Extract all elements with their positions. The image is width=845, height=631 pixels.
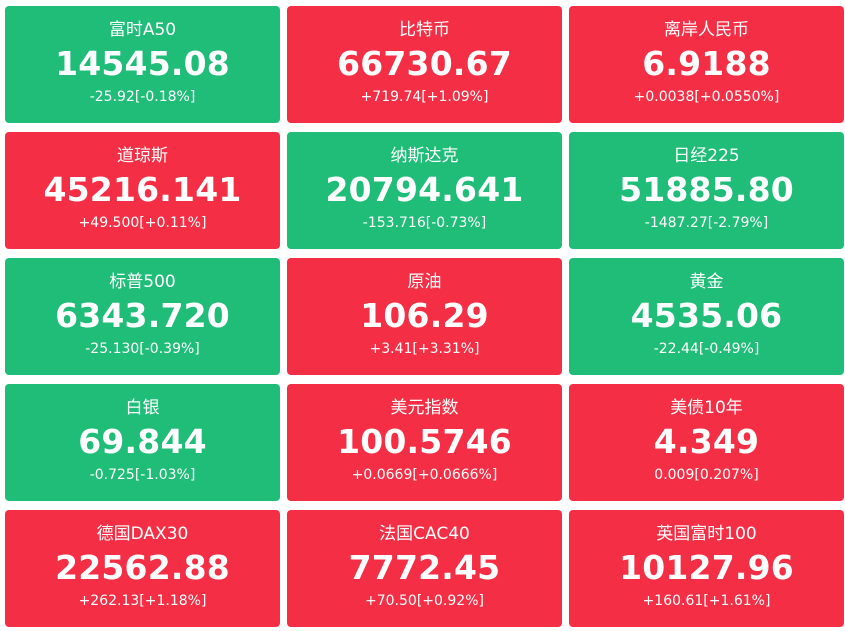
quote-card[interactable]: 离岸人民币 6.9188 +0.0038[+0.0550%] (569, 6, 844, 123)
quote-change: +70.50[+0.92%] (365, 593, 484, 609)
quote-card[interactable]: 纳斯达克 20794.641 -153.716[-0.73%] (287, 132, 562, 249)
quote-change: -0.725[-1.03%] (89, 467, 196, 483)
quote-card[interactable]: 富时A50 14545.08 -25.92[-0.18%] (5, 6, 280, 123)
quote-card[interactable]: 白银 69.844 -0.725[-1.03%] (5, 384, 280, 501)
quote-name: 美债10年 (670, 398, 743, 418)
quote-name: 纳斯达克 (390, 146, 459, 166)
quote-card[interactable]: 比特币 66730.67 +719.74[+1.09%] (287, 6, 562, 123)
quote-card[interactable]: 黄金 4535.06 -22.44[-0.49%] (569, 258, 844, 375)
quote-change: -1487.27[-2.79%] (644, 215, 769, 231)
market-quotes-grid: 富时A50 14545.08 -25.92[-0.18%] 比特币 66730.67 +7… (5, 6, 844, 629)
quote-card[interactable]: 德国DAX30 22562.88 +262.13[+1.18%] (5, 510, 280, 627)
quote-price: 10127.96 (619, 548, 794, 587)
quote-price: 4535.06 (630, 296, 783, 335)
quote-change: +0.0038[+0.0550%] (633, 89, 780, 105)
quote-price: 14545.08 (55, 44, 230, 83)
quote-name: 原油 (407, 272, 442, 292)
quote-card[interactable]: 原油 106.29 +3.41[+3.31%] (287, 258, 562, 375)
quote-price: 6343.720 (55, 296, 230, 335)
quote-change: -153.716[-0.73%] (362, 215, 487, 231)
quote-card[interactable]: 英国富时100 10127.96 +160.61[+1.61%] (569, 510, 844, 627)
quote-price: 106.29 (360, 296, 489, 335)
quote-name: 德国DAX30 (96, 524, 189, 544)
quote-name: 白银 (125, 398, 160, 418)
quote-name: 美元指数 (390, 398, 459, 418)
quote-price: 66730.67 (337, 44, 512, 83)
quote-change: 0.009[0.207%] (654, 467, 759, 483)
quote-name: 法国CAC40 (379, 524, 470, 544)
quote-price: 51885.80 (619, 170, 794, 209)
quote-change: -25.92[-0.18%] (89, 89, 196, 105)
quote-name: 富时A50 (108, 20, 177, 40)
quote-name: 标普500 (109, 272, 176, 292)
quote-name: 黄金 (689, 272, 724, 292)
quote-name: 英国富时100 (656, 524, 757, 544)
quote-change: +0.0669[+0.0666%] (351, 467, 498, 483)
quote-change: +262.13[+1.18%] (78, 593, 207, 609)
quote-name: 日经225 (673, 146, 740, 166)
quote-price: 6.9188 (642, 44, 771, 83)
quote-price: 4.349 (653, 422, 760, 461)
quote-change: +160.61[+1.61%] (642, 593, 771, 609)
quote-price: 100.5746 (337, 422, 512, 461)
quote-change: -22.44[-0.49%] (653, 341, 760, 357)
quote-price: 45216.141 (43, 170, 242, 209)
quote-change: +49.500[+0.11%] (78, 215, 207, 231)
quote-card[interactable]: 标普500 6343.720 -25.130[-0.39%] (5, 258, 280, 375)
quote-price: 7772.45 (348, 548, 501, 587)
quote-name: 比特币 (399, 20, 450, 40)
quote-price: 20794.641 (325, 170, 524, 209)
quote-name: 离岸人民币 (664, 20, 749, 40)
quote-change: -25.130[-0.39%] (85, 341, 200, 357)
quote-price: 22562.88 (55, 548, 230, 587)
quote-name: 道琼斯 (117, 146, 168, 166)
quote-change: +719.74[+1.09%] (360, 89, 489, 105)
quote-card[interactable]: 法国CAC40 7772.45 +70.50[+0.92%] (287, 510, 562, 627)
quote-price: 69.844 (78, 422, 207, 461)
quote-change: +3.41[+3.31%] (369, 341, 480, 357)
quote-card[interactable]: 日经225 51885.80 -1487.27[-2.79%] (569, 132, 844, 249)
quote-card[interactable]: 道琼斯 45216.141 +49.500[+0.11%] (5, 132, 280, 249)
quote-card[interactable]: 美债10年 4.349 0.009[0.207%] (569, 384, 844, 501)
quote-card[interactable]: 美元指数 100.5746 +0.0669[+0.0666%] (287, 384, 562, 501)
